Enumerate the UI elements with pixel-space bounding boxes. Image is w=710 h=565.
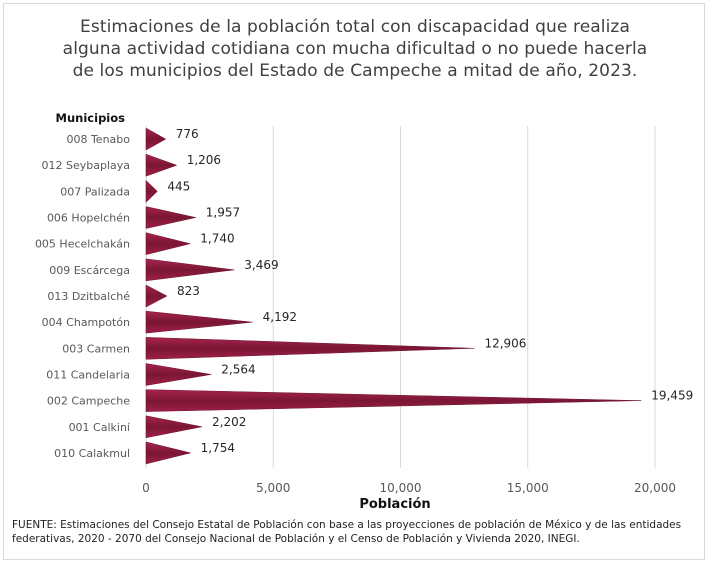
bar (145, 441, 191, 465)
x-tick-labels: 0 5,000 10,000 15,000 20,000 (142, 481, 676, 495)
category-label: 006 Hopelchén (47, 212, 130, 225)
bar (145, 389, 642, 412)
bar (145, 337, 475, 360)
x-tick-label: 20,000 (634, 481, 676, 495)
category-label: 007 Palizada (60, 185, 130, 198)
bar (145, 232, 191, 255)
value-label: 2,202 (212, 415, 246, 429)
y-axis-title: Municipios (56, 111, 126, 125)
x-tick-label: 0 (142, 481, 150, 495)
category-labels: 008 Tenabo 012 Seybaplaya 007 Palizada 006 … (35, 133, 131, 460)
bar (145, 258, 235, 282)
category-label: 009 Escárcega (49, 264, 130, 277)
value-label: 823 (177, 284, 200, 298)
value-label: 1,206 (187, 153, 221, 167)
category-label: 005 Hecelchakán (35, 238, 130, 251)
category-label: 001 Calkiní (69, 421, 131, 434)
x-tick-label: 10,000 (380, 481, 422, 495)
value-labels: 776 1,206 445 1,957 1,740 3,469 823 4,192 12,906… (167, 127, 693, 455)
source-note: FUENTE: Estimaciones del Consejo Estatal… (12, 519, 682, 545)
bar (145, 153, 178, 177)
category-label: 002 Campeche (47, 395, 130, 408)
value-label: 19,459 (651, 389, 693, 403)
bar (145, 363, 212, 386)
chart-frame (3, 3, 705, 560)
category-label: 010 Calakmul (54, 447, 130, 460)
value-label: 3,469 (244, 258, 278, 272)
value-label: 445 (167, 179, 190, 193)
category-label: 012 Seybaplaya (41, 159, 130, 172)
value-label: 2,564 (221, 362, 255, 376)
bar (145, 127, 167, 151)
value-label: 776 (176, 127, 199, 141)
category-label: 011 Candelaria (46, 368, 130, 381)
value-label: 1,754 (201, 441, 235, 455)
bar (145, 310, 253, 334)
value-label: 4,192 (263, 310, 297, 324)
value-label: 1,740 (200, 232, 234, 246)
category-label: 013 Dzitbalché (47, 290, 130, 303)
x-tick-label: 15,000 (507, 481, 549, 495)
category-label: 003 Carmen (62, 342, 130, 355)
value-label: 12,906 (484, 336, 526, 350)
bar-series (145, 127, 642, 465)
bar (145, 284, 168, 308)
x-axis-title: Población (359, 497, 430, 512)
category-label: 004 Champotón (42, 316, 130, 329)
chart-title: Estimaciones de la población total con d… (62, 17, 648, 81)
x-tick-label: 5,000 (256, 481, 290, 495)
bar (145, 415, 203, 439)
value-label: 1,957 (206, 206, 240, 220)
bar (145, 206, 196, 229)
category-label: 008 Tenabo (66, 133, 130, 146)
bar (145, 179, 158, 203)
